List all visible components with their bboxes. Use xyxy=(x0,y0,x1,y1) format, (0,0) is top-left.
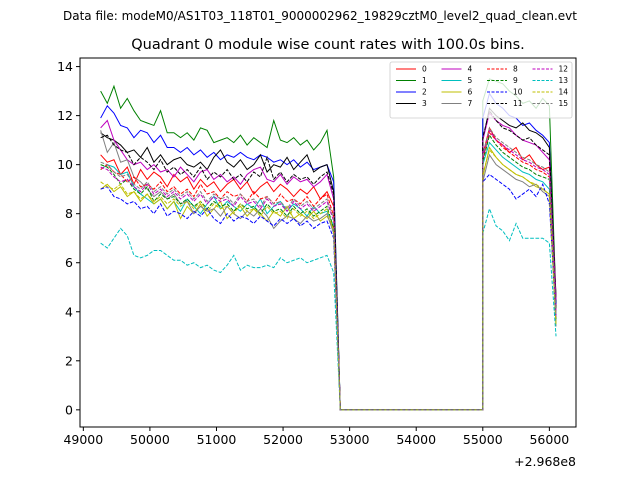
y-tick-label: 2 xyxy=(65,353,73,368)
y-tick-label: 0 xyxy=(65,402,73,417)
x-tick-label: 50000 xyxy=(130,432,170,447)
series-line-10 xyxy=(100,173,557,411)
y-tick-label: 6 xyxy=(65,255,73,270)
suptitle: Data file: modeM0/AS1T03_118T01_90000029… xyxy=(63,9,577,23)
x-axis: 49000 50000 51000 52000 53000 54000 55000 56000 xyxy=(63,427,569,447)
x-tick-label: 52000 xyxy=(263,432,303,447)
x-tick-label: 56000 xyxy=(529,432,569,447)
x-tick-label: 49000 xyxy=(63,432,103,447)
legend-label-6: 6 xyxy=(468,88,473,97)
legend-label-1: 1 xyxy=(422,76,427,85)
x-offset-label: +2.968e8 xyxy=(514,454,576,469)
legend-label-11: 11 xyxy=(513,99,523,108)
legend-label-8: 8 xyxy=(513,65,518,74)
y-tick-label: 12 xyxy=(57,108,73,123)
series-line-3 xyxy=(100,107,557,411)
legend-label-5: 5 xyxy=(468,76,473,85)
series-line-11 xyxy=(100,109,557,411)
x-tick-label: 54000 xyxy=(396,432,436,447)
plot-area xyxy=(79,57,577,428)
legend-label-12: 12 xyxy=(559,65,569,74)
series-line-8 xyxy=(100,131,557,411)
legend-label-15: 15 xyxy=(559,99,569,108)
y-axis: 0 2 4 6 8 10 12 14 xyxy=(57,59,80,417)
series-layer xyxy=(100,78,557,411)
plot-background xyxy=(80,58,576,427)
legend-label-10: 10 xyxy=(513,88,523,97)
legend-label-9: 9 xyxy=(513,76,518,85)
chart-title: Quadrant 0 module wise count rates with … xyxy=(131,37,525,53)
legend-label-14: 14 xyxy=(559,88,569,97)
x-tick-label: 55000 xyxy=(463,432,503,447)
legend-label-4: 4 xyxy=(468,65,473,74)
y-tick-label: 14 xyxy=(57,59,73,74)
y-tick-label: 8 xyxy=(65,206,73,221)
x-tick-label: 51000 xyxy=(197,432,237,447)
plot-frame xyxy=(79,57,577,428)
legend-label-3: 3 xyxy=(422,99,427,108)
series-line-13 xyxy=(100,207,557,411)
series-line-7 xyxy=(100,130,557,411)
series-line-0 xyxy=(100,126,557,411)
y-tick-label: 4 xyxy=(65,304,73,319)
legend-label-2: 2 xyxy=(422,88,427,97)
x-tick-label: 53000 xyxy=(330,432,370,447)
legend-label-7: 7 xyxy=(468,99,473,108)
legend-label-13: 13 xyxy=(559,76,569,85)
legend-label-0: 0 xyxy=(422,65,427,74)
series-line-14 xyxy=(100,148,557,411)
series-line-12 xyxy=(100,129,557,411)
y-tick-label: 10 xyxy=(57,157,73,172)
legend-box xyxy=(389,61,573,119)
series-line-4 xyxy=(100,112,557,411)
series-line-15 xyxy=(100,126,557,411)
